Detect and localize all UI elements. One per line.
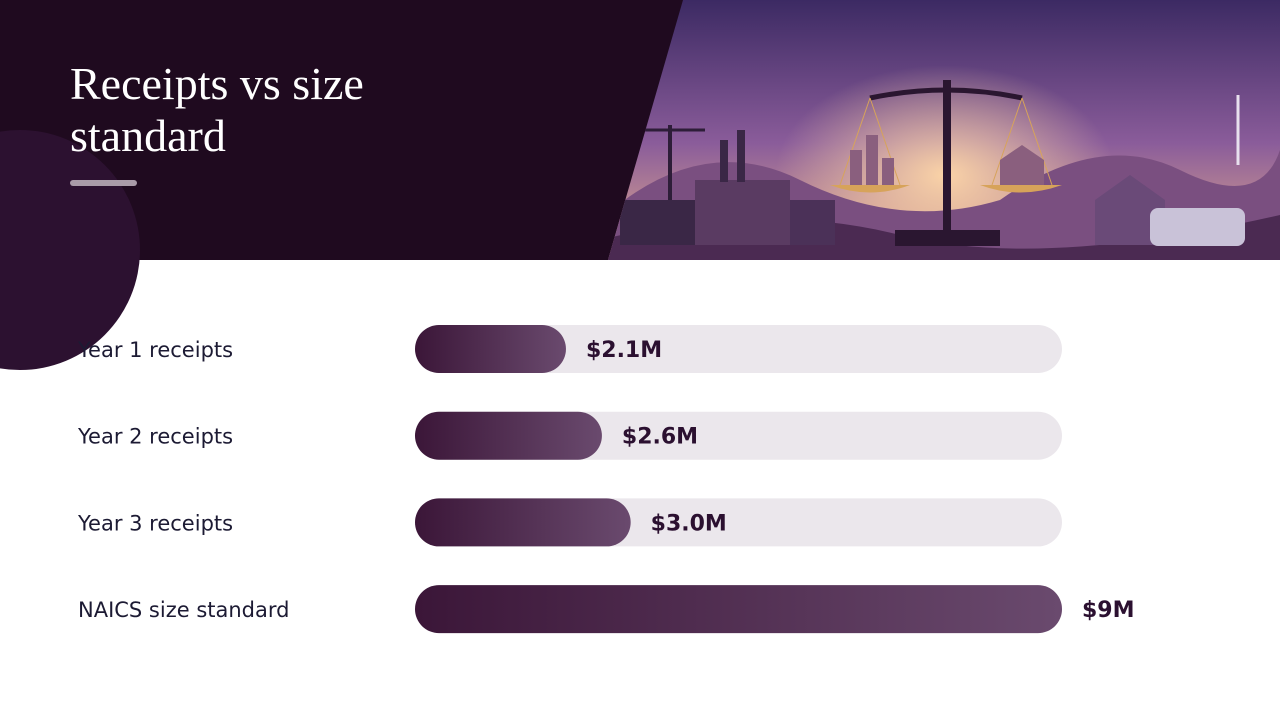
title-underline [70,180,137,186]
bar [415,411,602,460]
header-illustration [608,0,1280,260]
category-label: Year 2 receipts [77,425,233,449]
value-label: $2.1M [586,338,662,363]
bar [415,585,1062,634]
bar-track [415,325,1062,373]
category-label: NAICS size standard [78,598,289,622]
category-label: Year 3 receipts [77,511,233,535]
value-label: $3.0M [651,511,727,536]
bar [415,325,566,373]
value-label: $9M [1082,598,1135,623]
value-label: $2.6M [622,425,698,450]
header-decor [0,130,140,370]
bar [415,498,631,547]
category-label: Year 1 receipts [77,338,233,362]
chart-title: Receipts vs size standard [70,58,364,161]
